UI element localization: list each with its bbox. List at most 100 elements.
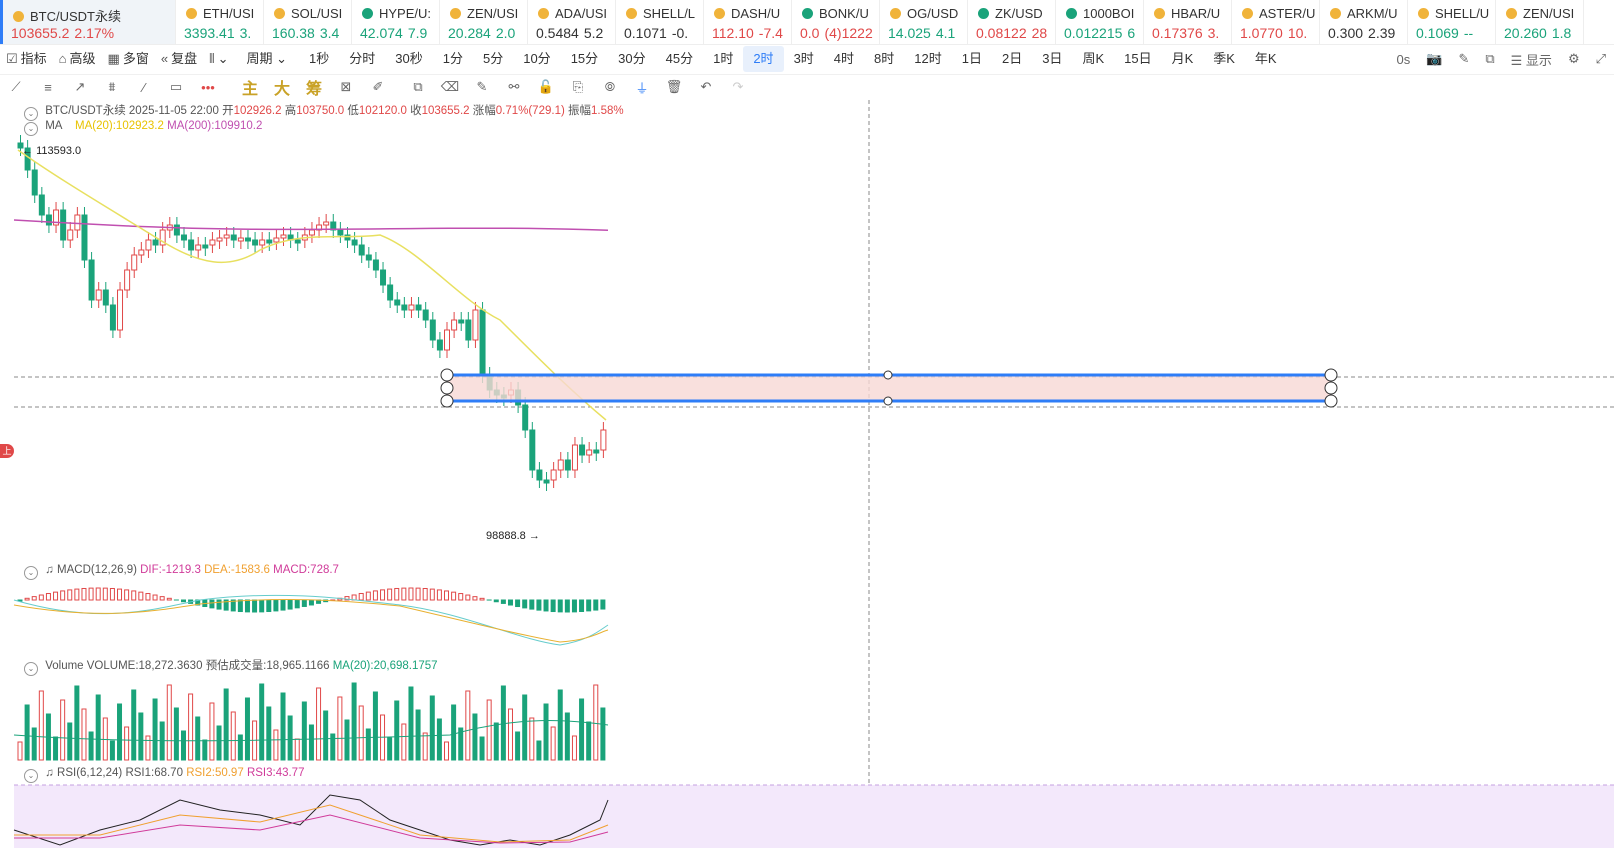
measure-icon[interactable]: ✐ [372,79,384,94]
volume-bar [223,688,229,761]
period-option[interactable]: 3时 [793,51,814,66]
period-option[interactable]: 5分 [482,51,504,66]
channel-icon[interactable]: ⩩ [108,79,116,94]
ticker-item[interactable]: ZEN/USI 20.284 2.0 [440,0,528,44]
period-option[interactable]: 2日 [1001,51,1023,66]
period-option[interactable]: 1秒 [309,51,330,66]
ticker-item[interactable]: ETH/USI 3393.41 3. [176,0,264,44]
chart-type-button[interactable]: ⫴ ⌄ [203,46,234,72]
ray-icon[interactable]: ↗ [74,79,86,94]
pencil-icon[interactable]: ✎ [1458,51,1470,66]
ticker-item[interactable]: ZEN/USI 20.260 1.8 [1496,0,1584,44]
main-tool-button[interactable]: 主 [241,81,258,98]
period-option[interactable]: 30分 [618,51,646,66]
ticker-item[interactable]: ADA/USI 0.5484 5.2 [528,0,616,44]
ticker-item[interactable]: DASH/U 112.10 -7.4 [704,0,792,44]
more-dots-icon[interactable]: ••• [201,79,215,95]
calc-icon[interactable]: ⊠ [340,79,352,94]
period-option[interactable]: 4时 [833,51,855,66]
period-option[interactable]: 3日 [1042,51,1063,66]
big-tool-button[interactable]: 大 [273,81,290,98]
horizontal-lines-icon[interactable]: ≡ [44,79,52,95]
advanced-button[interactable]: ⌂ 高级 [53,46,102,72]
side-marker[interactable]: 上 [0,444,14,458]
candle-body [223,234,230,239]
period-option[interactable]: 8时 [874,51,895,66]
period-option[interactable]: 年K [1254,51,1277,66]
period-option[interactable]: 1日 [961,51,982,66]
copy-drawing-icon[interactable]: ⧉ [413,79,423,94]
chip-tool-button[interactable]: 筹 [305,81,322,98]
ticker-item[interactable]: HYPE/U: 42.074 7.9 [352,0,440,44]
macd-bar [266,599,272,613]
period-option[interactable]: 15日 [1124,51,1152,66]
ticker-price: 0.0 (4)1222 [800,25,873,41]
period-option[interactable]: 10分 [523,51,551,66]
ticker-item[interactable]: ARKM/U 0.300 2.39 [1320,0,1408,44]
high-label: 高 [284,105,297,117]
ticker-item[interactable]: SHELL/L 0.1071 -0. [616,0,704,44]
replay-button[interactable]: «复盘 [155,46,203,72]
brush-icon[interactable]: ✎ [476,79,488,94]
ticker-item[interactable]: 1000BOI 0.012215 6 [1056,0,1144,44]
period-option[interactable]: 12时 [914,51,942,66]
note-icon[interactable]: ⎘ [572,79,584,94]
period-option[interactable]: 分时 [349,51,376,66]
ticker-item[interactable]: OG/USD 14.025 4.1 [880,0,968,44]
magnet-icon[interactable]: ⦾ [604,79,616,94]
volume-bar [60,699,66,761]
period-option[interactable]: 1时 [713,51,734,66]
main-legend: ⌄ BTC/USDT永续 2025-11-05 22:00 开102926.2 … [24,102,624,121]
settings-icon[interactable]: ⚙ [1567,51,1580,66]
volume-bar [486,699,492,761]
trendline-icon[interactable]: ⟋ [11,79,21,94]
segment-icon[interactable]: ∕ [142,79,146,95]
volume-bar [557,689,563,761]
rectangle-icon[interactable]: ▭ [169,79,183,94]
period-option[interactable]: 15分 [570,51,599,66]
copy-icon[interactable]: ⧉ [1485,51,1495,66]
bell-icon[interactable]: ♫ [45,564,54,576]
ticker-item[interactable]: SHELL/U 0.1069 -- [1408,0,1496,44]
collapse-icon[interactable]: ⌄ [24,107,38,121]
multi-window-button[interactable]: ▦ 多窗 [102,46,155,72]
period-option[interactable]: 季K [1213,51,1235,66]
ticker-item[interactable]: BONK/U 0.0 (4)1222 [792,0,880,44]
ticker-item[interactable]: ASTER/U 1.0770 10. [1232,0,1320,44]
ticker-item[interactable]: ZK/USD 0.08122 28 [968,0,1056,44]
redo-icon[interactable]: ↷ [732,79,744,94]
candle-body [564,459,571,471]
period-option[interactable]: 45分 [665,51,694,66]
fullscreen-icon[interactable]: ⤢ [1595,51,1606,66]
undo-icon[interactable]: ↶ [700,79,712,94]
candle-body [202,244,209,249]
collapse-icon[interactable]: ⌄ [24,566,38,580]
volume-bar [266,706,272,761]
indicators-button[interactable]: ☑ 指标 [0,46,53,72]
volume-bar [131,689,137,761]
ticker-price: 0.5484 5.2 [536,25,603,41]
trash-icon[interactable]: 🗑 [665,79,683,94]
period-option[interactable]: 周K [1082,51,1105,66]
ticker-item[interactable]: BTC/USDT永续 103655.2 2.17% [0,0,176,44]
period-dropdown[interactable]: 周期 ⌄ [240,46,293,72]
collapse-icon[interactable]: ⌄ [24,122,38,136]
filter-icon[interactable]: ⏚ [635,80,649,96]
ticker-item[interactable]: HBAR/U 0.17376 3. [1144,0,1232,44]
est-volume-value: 预估成交量:18,965.1166 [205,660,330,672]
display-button[interactable]: ☰ 显示 [1503,50,1560,69]
period-option[interactable]: 2时 [743,46,784,72]
period-option[interactable]: 1分 [442,51,463,66]
link-icon[interactable]: ⚯ [508,79,520,94]
collapse-icon[interactable]: ⌄ [24,662,38,676]
period-list: 1秒 分时 30秒 1分 5分 10分 15分 30分 45分 1时 2时 3时 4时 8时 12时 1日 2日… [299,46,1287,72]
eraser-icon[interactable]: ⌫ [440,79,460,94]
camera-icon[interactable]: 📷 [1426,51,1443,66]
lock-icon[interactable]: 🔓 [537,79,555,94]
ticker-item[interactable]: SOL/USI 160.38 3.4 [264,0,352,44]
period-option[interactable]: 月K [1171,51,1194,66]
collapse-icon[interactable]: ⌄ [24,769,38,783]
bell-icon[interactable]: ♫ [45,767,54,779]
period-option[interactable]: 30秒 [395,51,423,66]
